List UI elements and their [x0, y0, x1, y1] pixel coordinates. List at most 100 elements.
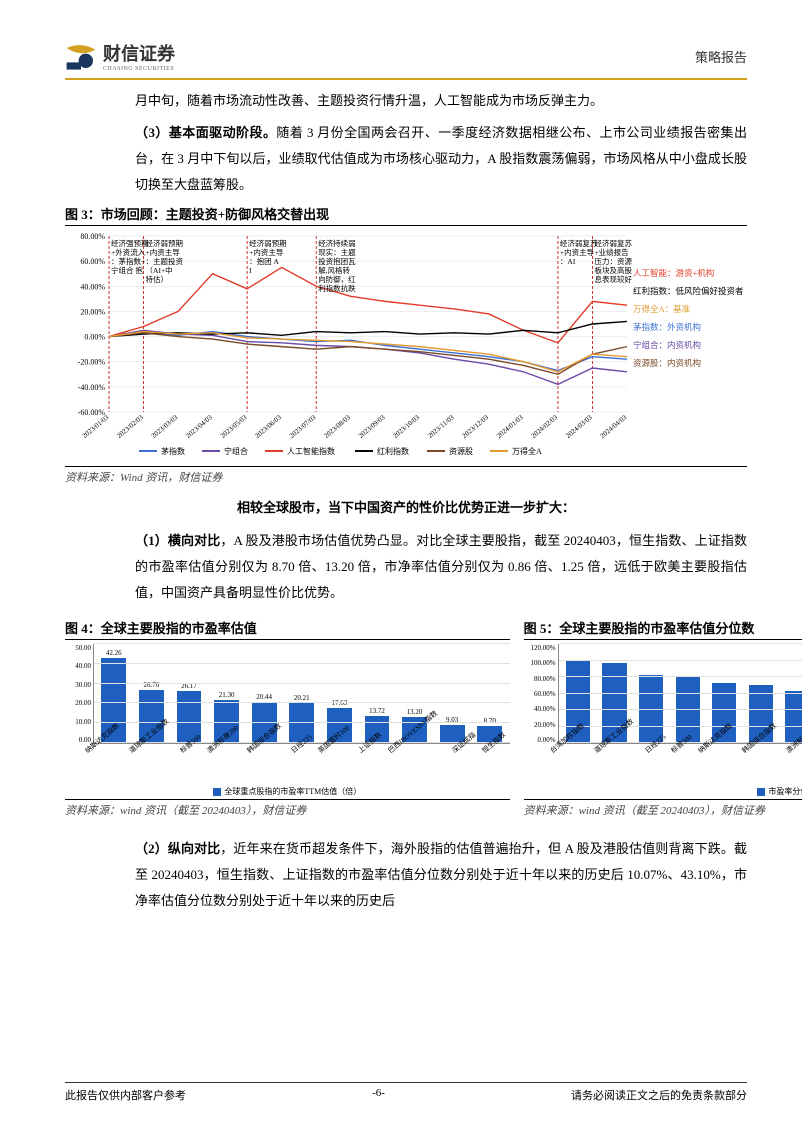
- fig4-y-axis: 0.0010.0020.0030.0040.0050.00: [65, 644, 91, 744]
- svg-text:2024/03/03: 2024/03/03: [564, 413, 594, 440]
- footer-right: 请务必阅读正文之后的免责条款部分: [571, 1087, 747, 1103]
- svg-text:+内资主导: +内资主导: [146, 247, 181, 257]
- svg-text:2023/12/03: 2023/12/03: [461, 413, 491, 440]
- svg-text:经济强预期: 经济强预期: [111, 238, 149, 248]
- svg-text:+外资流入: +外资流入: [111, 247, 146, 257]
- svg-text:-20.00%: -20.00%: [78, 358, 106, 367]
- fig4-x-labels: 纳斯达克指数道琼斯工业指数标普500澳洲标普200韩国综合指数日经225英国富时…: [65, 744, 510, 784]
- fig5-chart: 0.00%20.00%40.00%60.00%80.00%100.00%120.…: [524, 644, 802, 800]
- svg-text:80.00%: 80.00%: [80, 232, 105, 241]
- svg-text:40.00%: 40.00%: [80, 282, 105, 291]
- fig5-y-axis: 0.00%20.00%40.00%60.00%80.00%100.00%120.…: [524, 644, 556, 744]
- logo-en-text: CHASING SECURITIES: [103, 66, 175, 72]
- svg-text:2023/01/03: 2023/01/03: [81, 413, 111, 440]
- svg-text:+内资主导: +内资主导: [560, 247, 595, 257]
- svg-text:2024/02/03: 2024/02/03: [530, 413, 560, 440]
- doc-type: 策略报告: [695, 47, 747, 66]
- svg-text:2023/08/03: 2023/08/03: [322, 413, 352, 440]
- svg-text:2023/06/03: 2023/06/03: [253, 413, 283, 440]
- svg-text:向防御，红: 向防御，红: [318, 274, 356, 284]
- logo-block: 财信证券 CHASING SECURITIES: [65, 40, 175, 72]
- svg-text:-40.00%: -40.00%: [78, 383, 106, 392]
- fig5-legend: 市盈率分位数（%）: [524, 786, 802, 797]
- svg-text:红利指数：低风险偏好投资者: 红利指数：低风险偏好投资者: [633, 286, 744, 296]
- svg-text:2023/11/03: 2023/11/03: [426, 413, 456, 440]
- svg-text:资源股: 资源股: [449, 446, 473, 456]
- fig3-line-chart: -60.00%-40.00%-20.00%0.00%20.00%40.00%60…: [65, 230, 745, 460]
- svg-text:经济弱预期: 经济弱预期: [146, 238, 184, 248]
- svg-text:资源股：内资机构: 资源股：内资机构: [633, 358, 701, 368]
- svg-text:宁组合 抱: 宁组合 抱: [111, 265, 143, 275]
- fig5-legend-swatch: [757, 788, 765, 796]
- para3-lead: （1）横向对比: [135, 533, 220, 548]
- svg-text:板块及高股: 板块及高股: [594, 265, 632, 275]
- svg-text:2023/05/03: 2023/05/03: [219, 413, 249, 440]
- fig5-source: 资料来源：wind 资讯（截至 20240403），财信证券: [524, 802, 802, 818]
- fig3-title: 图 3：市场回顾：主题投资+防御风格交替出现: [65, 204, 747, 226]
- fig5-legend-text: 市盈率分位数（%）: [768, 787, 802, 796]
- svg-text:60.00%: 60.00%: [80, 257, 105, 266]
- footer-page-number: -6-: [372, 1087, 385, 1103]
- svg-text:人工智能指数: 人工智能指数: [287, 446, 335, 456]
- svg-text:：主题投资: ：主题投资: [146, 256, 184, 266]
- svg-text:+业绩报告: +业绩报告: [594, 247, 629, 257]
- fig3-chart: -60.00%-40.00%-20.00%0.00%20.00%40.00%60…: [65, 230, 747, 467]
- paragraph-4: （2）纵向对比，近年来在货币超发条件下，海外股指的估值普遍抬升，但 A 股及港股…: [65, 836, 747, 914]
- para4-body: ，近年来在货币超发条件下，海外股指的估值普遍抬升，但 A 股及港股估值则背离下跌…: [135, 841, 747, 908]
- svg-text:2023/07/03: 2023/07/03: [288, 413, 318, 440]
- fig4-chart: 0.0010.0020.0030.0040.0050.00 42.2626.70…: [65, 644, 510, 800]
- svg-text:2023/09/03: 2023/09/03: [357, 413, 387, 440]
- svg-text:利指数抗跌: 利指数抗跌: [318, 283, 356, 293]
- svg-text:20.00%: 20.00%: [80, 307, 105, 316]
- para2-lead: （3）基本面驱动阶段。: [135, 125, 276, 140]
- svg-text:：抱团 A: ：抱团 A: [249, 256, 279, 266]
- svg-text:2024/01/03: 2024/01/03: [495, 413, 525, 440]
- svg-text:人工智能：游资+机构: 人工智能：游资+机构: [633, 268, 714, 278]
- svg-text:经济弱复苏: 经济弱复苏: [594, 238, 632, 248]
- svg-text:0.00%: 0.00%: [84, 333, 105, 342]
- fig5-block: 图 5：全球主要股指的市盈率估值分位数 0.00%20.00%40.00%60.…: [524, 612, 802, 828]
- center-statement: 相较全球股市，当下中国资产的性价比优势正进一步扩大：: [65, 497, 747, 516]
- fig4-block: 图 4：全球主要股指的市盈率估值 0.0010.0020.0030.0040.0…: [65, 612, 510, 828]
- svg-text:茅指数：外资机构: 茅指数：外资机构: [633, 322, 701, 332]
- svg-text:解,风格转: 解,风格转: [318, 265, 350, 275]
- fig3-source: 资料来源：Wind 资讯，财信证券: [65, 469, 747, 485]
- svg-text:经济弱复苏: 经济弱复苏: [560, 238, 598, 248]
- svg-text:压力：资源: 压力：资源: [594, 256, 632, 266]
- logo-cn-text: 财信证券: [103, 40, 175, 66]
- fig4-legend: 全球重点股指的市盈率TTM估值（倍）: [65, 786, 510, 797]
- svg-text:经济弱预期: 经济弱预期: [249, 238, 287, 248]
- svg-text:特估）: 特估）: [146, 274, 169, 284]
- company-logo-icon: [65, 40, 97, 72]
- svg-text:+内资主导: +内资主导: [249, 247, 284, 257]
- svg-text:万得全A：基准: 万得全A：基准: [633, 304, 691, 314]
- svg-text:万得全A: 万得全A: [512, 446, 542, 456]
- svg-text:现实：主题: 现实：主题: [318, 247, 356, 257]
- fig4-legend-swatch: [213, 788, 221, 796]
- svg-text:投资抱团瓦: 投资抱团瓦: [318, 256, 356, 266]
- svg-text:宁组合：内资机构: 宁组合：内资机构: [633, 340, 701, 350]
- svg-text:2023/04/03: 2023/04/03: [184, 413, 214, 440]
- svg-text:息表现较好: 息表现较好: [594, 274, 632, 284]
- svg-text:红利指数: 红利指数: [377, 446, 409, 456]
- paragraph-3: （1）横向对比，A 股及港股市场估值优势凸显。对比全球主要股指，截至 20240…: [65, 528, 747, 606]
- fig4-source: 资料来源：wind 资讯（截至 20240403），财信证券: [65, 802, 510, 818]
- para4-lead: （2）纵向对比: [135, 841, 220, 856]
- footer-left: 此报告仅供内部客户参考: [65, 1087, 186, 1103]
- svg-text:茅指数: 茅指数: [161, 446, 185, 456]
- fig4-legend-text: 全球重点股指的市盈率TTM估值（倍）: [224, 787, 361, 796]
- svg-text:经济持续弱: 经济持续弱: [318, 238, 356, 248]
- svg-text:（AI+中: （AI+中: [146, 265, 173, 275]
- paragraph-1: 月中旬，随着市场流动性改善、主题投资行情升温，人工智能成为市场反弹主力。: [65, 88, 747, 114]
- svg-text:2023/03/03: 2023/03/03: [150, 413, 180, 440]
- svg-text:宁组合: 宁组合: [224, 446, 248, 456]
- svg-text:2023/02/03: 2023/02/03: [115, 413, 145, 440]
- svg-text:2023/10/03: 2023/10/03: [392, 413, 422, 440]
- fig5-x-labels: 台湾加权指数道琼斯工业指数日经225标普500纳斯达克指数韩国综合指数澳洲标普2…: [524, 744, 802, 784]
- svg-text:：AI: ：AI: [560, 257, 576, 266]
- svg-text:I: I: [249, 266, 252, 275]
- svg-text:：茅指数+: ：茅指数+: [111, 256, 145, 266]
- para3-body: ，A 股及港股市场估值优势凸显。对比全球主要股指，截至 20240403，恒生指…: [135, 533, 747, 600]
- fig4-title: 图 4：全球主要股指的市盈率估值: [65, 618, 510, 640]
- page-footer: 此报告仅供内部客户参考 -6- 请务必阅读正文之后的免责条款部分: [65, 1082, 747, 1103]
